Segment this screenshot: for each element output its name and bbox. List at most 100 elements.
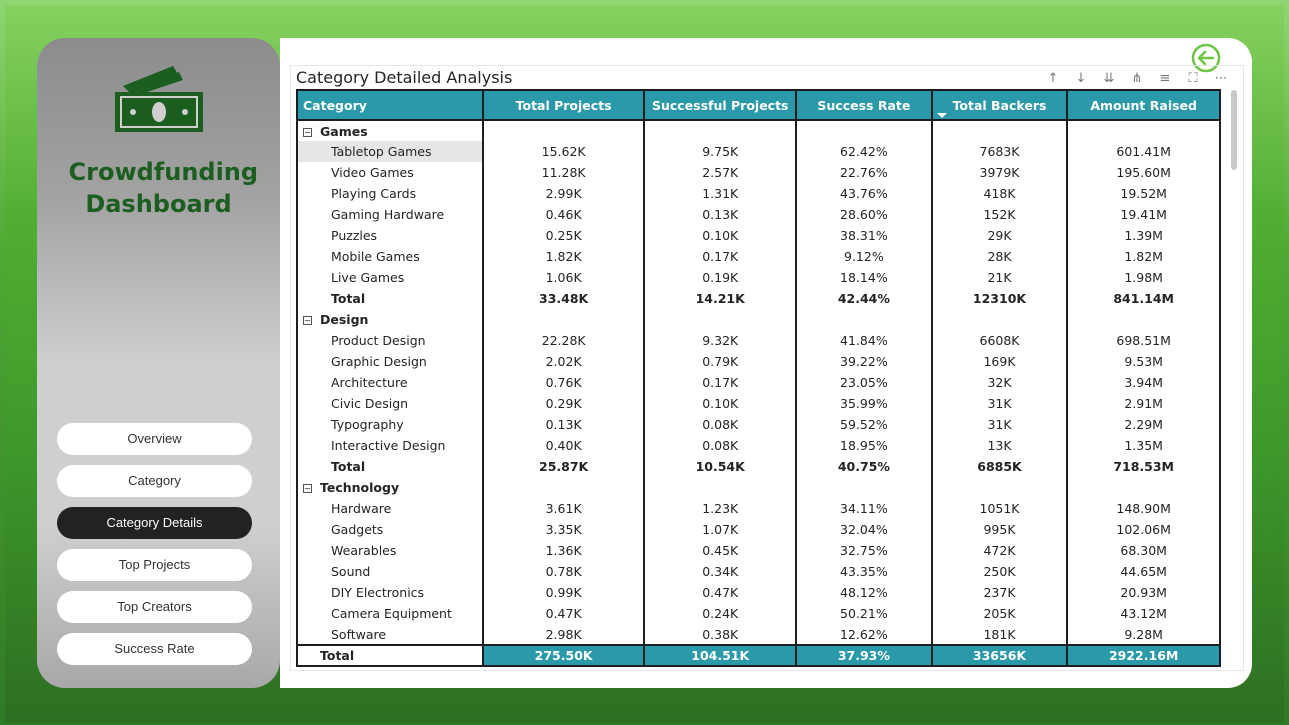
table-row[interactable]: Mobile Games 1.82K 0.17K 9.12% 28K 1.82M [296,246,1221,267]
table-row[interactable]: Product Design 22.28K 9.32K 41.84% 6608K 698.… [296,330,1221,351]
cell-value: 22.28K [481,330,646,351]
table-row[interactable]: Software 2.98K 0.38K 12.62% 181K 9.28M [296,624,1221,645]
cell-value: 7683K [930,141,1069,162]
cell-value: 22.76% [795,162,933,183]
column-header[interactable]: Success Rate [795,89,933,121]
cell-value: 698.51M [1066,330,1221,351]
cell-value: 2922.16M [1066,644,1221,667]
table-row[interactable]: Interactive Design 0.40K 0.08K 18.95% 13K 1.3… [296,435,1221,456]
nav-button-overview[interactable]: Overview [57,423,252,455]
table-row[interactable]: Sound 0.78K 0.34K 43.35% 250K 44.65M [296,561,1221,582]
cell-value: 32.04% [795,519,933,540]
group-row[interactable]: − Games [296,120,1221,141]
subtotal-row[interactable]: Total 25.87K 10.54K 40.75% 6885K 718.53M [296,456,1221,477]
cell-value [930,120,1069,141]
cell-value: 0.47K [481,603,646,624]
cell-value: 28.60% [795,204,933,225]
column-header-label: Success Rate [817,97,911,113]
nav-menu: Overview Category Category Details Top Proj… [57,423,252,675]
row-label: Tabletop Games [296,141,484,162]
table-row[interactable]: DIY Electronics 0.99K 0.47K 48.12% 237K 20.93… [296,582,1221,603]
cell-value: 10.54K [643,456,798,477]
table-row[interactable]: Civic Design 0.29K 0.10K 35.99% 31K 2.91M [296,393,1221,414]
cell-value: 205K [930,603,1069,624]
group-row[interactable]: − Design [296,309,1221,330]
table-row[interactable]: Graphic Design 2.02K 0.79K 39.22% 169K 9.53M [296,351,1221,372]
cell-value [795,309,933,330]
row-label: Total [296,644,484,667]
table-row[interactable]: Wearables 1.36K 0.45K 32.75% 472K 68.30M [296,540,1221,561]
table-row[interactable]: Tabletop Games 15.62K 9.75K 62.42% 7683K 601.… [296,141,1221,162]
group-label: − Design [296,309,484,330]
cell-value: 9.53M [1066,351,1221,372]
row-label: Playing Cards [296,183,484,204]
cell-value: 14.21K [643,288,798,309]
expand-all-icon[interactable]: ⇊ [1103,71,1115,86]
grand-total-row[interactable]: Total 275.50K 104.51K 37.93% 33656K 2922.16M [296,644,1221,667]
cell-value [643,477,798,498]
cell-value: 39.22% [795,351,933,372]
column-header[interactable]: Category [296,89,484,121]
table-row[interactable]: Live Games 1.06K 0.19K 18.14% 21K 1.98M [296,267,1221,288]
cell-value: 0.19K [643,267,798,288]
row-label: Software [296,624,484,645]
cell-value: 42.44% [795,288,933,309]
cell-value [481,477,646,498]
table-row[interactable]: Video Games 11.28K 2.57K 22.76% 3979K 195.60M [296,162,1221,183]
cell-value: 0.46K [481,204,646,225]
nav-button-success-rate[interactable]: Success Rate [57,633,252,665]
nav-button-category[interactable]: Category [57,465,252,497]
table-row[interactable]: Gaming Hardware 0.46K 0.13K 28.60% 152K 19.41… [296,204,1221,225]
cell-value: 44.65M [1066,561,1221,582]
column-header[interactable]: Total Projects [481,89,646,121]
column-header-label: Category [303,97,367,113]
table-row[interactable]: Gadgets 3.35K 1.07K 32.04% 995K 102.06M [296,519,1221,540]
arrow-up-icon[interactable]: ↑ [1047,71,1059,86]
expand-icon[interactable]: ⋔ [1131,71,1143,86]
cell-value: 33656K [930,644,1069,667]
focus-mode-icon[interactable]: ⛶ [1188,71,1198,86]
visual-toolbar: ↑ ↓ ⇊ ⋔ ≡ ⛶ ⋯ [1039,70,1235,88]
row-label: Sound [296,561,484,582]
cell-value: 37.93% [795,644,933,667]
nav-button-top-creators[interactable]: Top Creators [57,591,252,623]
table-row[interactable]: Camera Equipment 0.47K 0.24K 50.21% 205K 43.1… [296,603,1221,624]
cell-value: 41.84% [795,330,933,351]
column-header[interactable]: Total Backers [930,89,1069,121]
arrow-down-icon[interactable]: ↓ [1075,71,1087,86]
filter-icon[interactable]: ≡ [1159,71,1171,86]
cell-value: 148.90M [1066,498,1221,519]
vertical-scrollbar[interactable] [1231,90,1237,170]
cell-value: 237K [930,582,1069,603]
cell-value: 0.79K [643,351,798,372]
more-options-icon[interactable]: ⋯ [1214,71,1228,86]
cell-value [481,120,646,141]
column-header[interactable]: Successful Projects [643,89,798,121]
cell-value: 3.61K [481,498,646,519]
cell-value: 15.62K [481,141,646,162]
table-row[interactable]: Architecture 0.76K 0.17K 23.05% 32K 3.94M [296,372,1221,393]
cell-value: 1.07K [643,519,798,540]
collapse-icon[interactable]: − [303,484,312,493]
table-row[interactable]: Playing Cards 2.99K 1.31K 43.76% 418K 19.52M [296,183,1221,204]
cell-value: 38.31% [795,225,933,246]
column-header[interactable]: Amount Raised [1066,89,1221,121]
table-row[interactable]: Typography 0.13K 0.08K 59.52% 31K 2.29M [296,414,1221,435]
sort-descending-icon [936,113,947,118]
table-row[interactable]: Hardware 3.61K 1.23K 34.11% 1051K 148.90M [296,498,1221,519]
collapse-icon[interactable]: − [303,127,312,137]
cell-value: 0.47K [643,582,798,603]
cell-value: 43.12M [1066,603,1221,624]
collapse-icon[interactable]: − [303,316,312,325]
table-row[interactable]: Puzzles 0.25K 0.10K 38.31% 29K 1.39M [296,225,1221,246]
cell-value: 104.51K [643,644,798,667]
cell-value [1066,309,1221,330]
group-row[interactable]: − Technology [296,477,1221,498]
cell-value: 59.52% [795,414,933,435]
nav-button-top-projects[interactable]: Top Projects [57,549,252,581]
cell-value: 18.95% [795,435,933,456]
nav-button-category-details[interactable]: Category Details [57,507,252,539]
subtotal-row[interactable]: Total 33.48K 14.21K 42.44% 12310K 841.14M [296,288,1221,309]
group-name: Technology [320,480,400,495]
back-arrow-icon[interactable] [1191,43,1221,73]
